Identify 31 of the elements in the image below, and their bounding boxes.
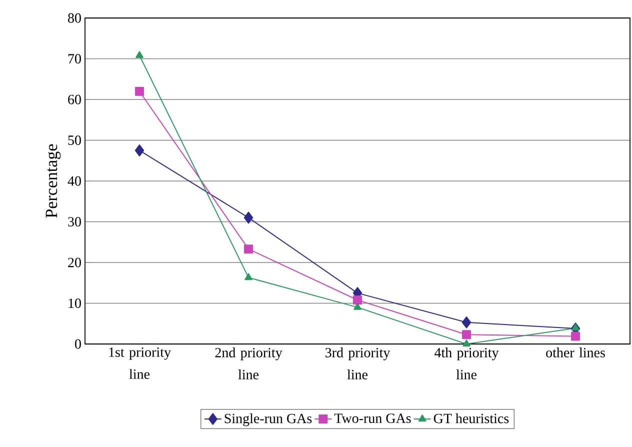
x-tick-label: 3rd priority line [326,348,390,380]
point [572,324,580,331]
point [244,244,253,254]
x-tick-label: 1st priority line [109,348,171,379]
x-tick-label: 2nd priority line [215,348,282,380]
legend-label: Single-run GAs [224,413,312,426]
y-tick-label: 60 [68,94,81,104]
x-tick-label: other lines [546,348,605,358]
point [353,296,362,304]
point [135,86,144,96]
y-tick-label: 40 [68,176,81,186]
point [462,316,472,328]
y-tick-label: 0 [75,339,81,349]
point [571,332,580,341]
y-axis-title: Percentage [46,144,61,218]
point [136,51,144,58]
point [462,330,471,340]
x-tick-label: 4th priority line [434,348,499,380]
point [354,302,362,310]
point [244,212,254,224]
legend-label: Two-run GAs [334,414,411,424]
point [462,340,470,346]
y-tick-label: 70 [68,54,81,64]
y-tick-label: 10 [68,298,81,308]
y-tick-label: 20 [68,258,81,268]
y-tick-label: 30 [68,217,81,226]
point [134,144,144,156]
point [244,273,252,280]
y-tick-label: 50 [68,136,81,145]
y-tick-label: 80 [68,13,81,23]
legend-label: GT heuristics [434,413,509,424]
